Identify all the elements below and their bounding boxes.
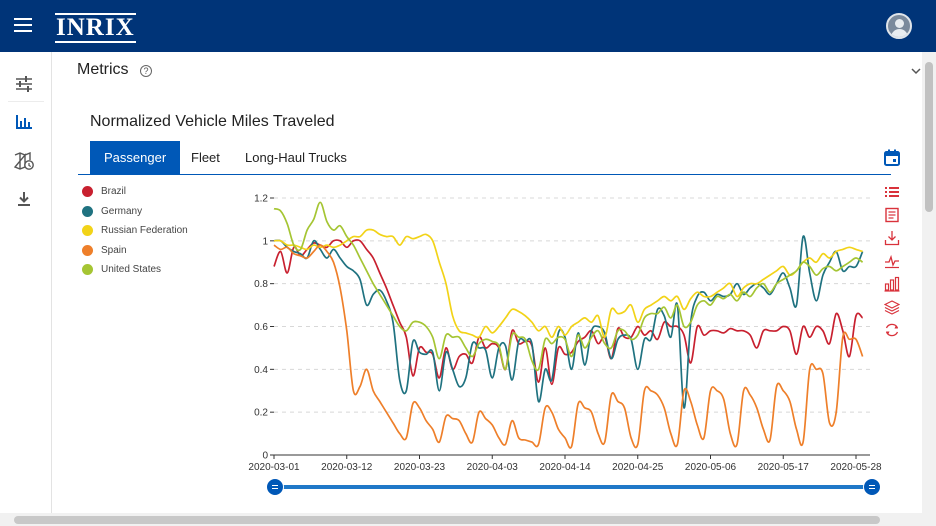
chevron-down-icon[interactable] [910, 64, 922, 76]
y-tick-label: 0 [262, 451, 268, 462]
series-line [273, 235, 864, 409]
series-line [273, 228, 863, 339]
x-tick-label: 2020-03-01 [248, 462, 300, 473]
y-tick-label: 0.6 [254, 322, 268, 333]
user-avatar-icon[interactable] [886, 13, 912, 39]
bar-chart-icon[interactable] [12, 110, 36, 134]
zoom-slider-track[interactable] [275, 485, 872, 489]
x-tick-label: 2020-05-06 [685, 462, 737, 473]
inrix-logo[interactable]: INRIX [55, 13, 136, 43]
download-icon[interactable] [884, 230, 900, 246]
legend-swatch [82, 205, 93, 217]
y-tick-label: 0.8 [254, 279, 268, 290]
y-tick-label: 1 [262, 236, 268, 247]
help-icon[interactable]: ? [140, 65, 152, 77]
legend-swatch [82, 264, 93, 275]
chart-title: Normalized Vehicle Miles Traveled [90, 113, 335, 130]
line-chart-icon[interactable] [884, 253, 900, 269]
filter-sliders-icon[interactable] [12, 72, 36, 96]
side-navigation [0, 52, 52, 526]
zoom-end-handle[interactable] [863, 478, 881, 496]
series-line [273, 201, 864, 372]
legend-label: Spain [101, 244, 127, 256]
calendar-icon[interactable] [884, 149, 900, 171]
top-bar: INRIX [0, 0, 936, 52]
y-tick-label: 1.2 [254, 194, 268, 205]
map-clock-icon[interactable] [12, 149, 36, 173]
y-tick-label: 0.2 [254, 408, 268, 419]
x-tick-label: 2020-05-28 [830, 462, 882, 473]
bar-chart-icon[interactable] [884, 276, 900, 292]
nav-divider [8, 101, 44, 102]
legend-swatch [82, 186, 93, 197]
legend-label: Brazil [101, 186, 127, 197]
download-icon[interactable] [12, 187, 36, 211]
horizontal-scrollbar[interactable] [0, 513, 922, 526]
x-tick-label: 2020-04-25 [612, 462, 664, 473]
hamburger-menu-icon[interactable] [14, 18, 32, 32]
stack-layers-icon[interactable] [883, 299, 901, 315]
refresh-icon[interactable] [884, 322, 900, 338]
line-chart: 0 0.2 0.4 0.6 0.8 1 1.2 2020-03-01 2020-03-12 202… [248, 194, 882, 474]
vehicle-tabs: Passenger Fleet Long-Haul Trucks [78, 141, 891, 175]
tab-fleet[interactable]: Fleet [191, 150, 220, 165]
y-tick-label: 0.4 [254, 365, 268, 376]
list-icon[interactable] [884, 184, 900, 200]
legend-label: Russian Federation [101, 225, 188, 236]
legend-label: United States [101, 264, 162, 275]
document-icon[interactable] [884, 207, 900, 223]
x-tick-label: 2020-03-12 [321, 462, 373, 473]
x-tick-label: 2020-03-23 [394, 462, 446, 473]
vertical-scrollbar[interactable] [922, 52, 936, 526]
legend-swatch [82, 225, 93, 236]
legend-label: Germany [101, 205, 143, 217]
series-line [273, 244, 864, 449]
zoom-start-handle[interactable] [266, 478, 284, 496]
tab-long-haul-trucks[interactable]: Long-Haul Trucks [245, 150, 347, 165]
tab-passenger[interactable]: Passenger [90, 141, 181, 174]
x-tick-label: 2020-05-17 [758, 462, 810, 473]
section-title: Metrics [77, 61, 129, 78]
legend-swatch [82, 244, 93, 256]
x-tick-label: 2020-04-14 [539, 462, 591, 473]
x-tick-label: 2020-04-03 [467, 462, 519, 473]
